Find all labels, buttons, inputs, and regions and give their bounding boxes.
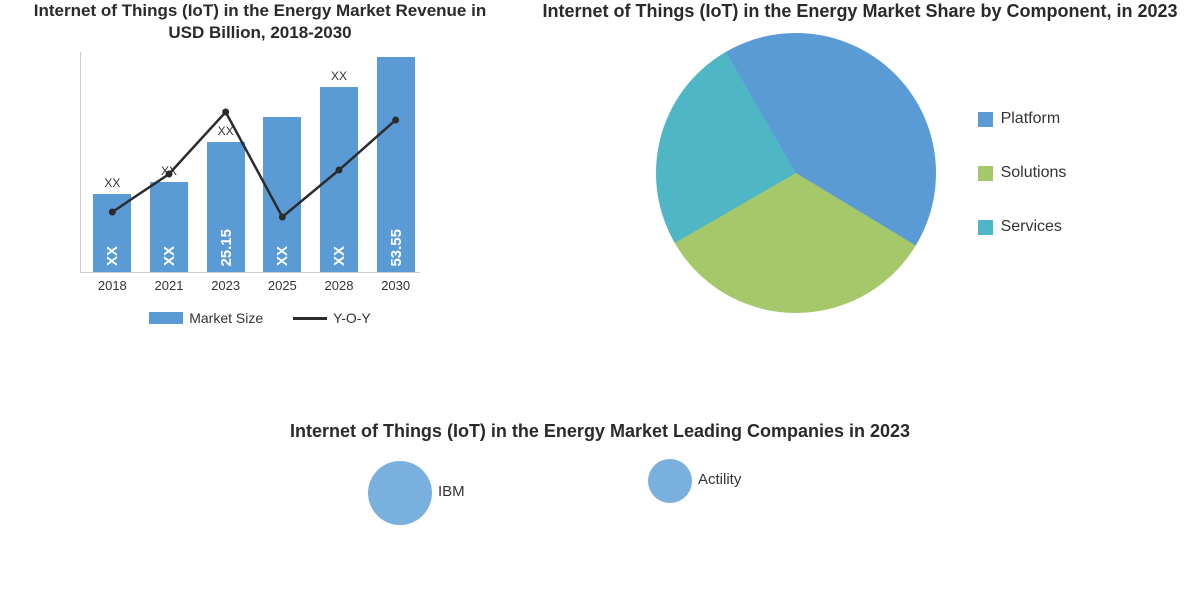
x-tick-2018: 2018 [92,278,132,293]
bar-2023: 25.15XX [207,142,245,272]
bar-chart-legend: Market Size Y-O-Y [20,310,500,326]
pie-chart-title: Internet of Things (IoT) in the Energy M… [520,0,1200,23]
pie-legend-item-solutions: Solutions [978,164,1067,182]
bar-chart-panel: Internet of Things (IoT) in the Energy M… [0,0,520,400]
x-tick-2025: 2025 [262,278,302,293]
x-tick-2021: 2021 [149,278,189,293]
pie-legend-swatch [978,166,993,181]
pie-legend-label: Solutions [1001,164,1067,182]
bar-top-label: XX [207,124,245,138]
pie-chart [654,31,938,315]
bubble-label-ibm: IBM [438,483,465,500]
bar-2028: XXXX [320,87,358,272]
bar-value-label: 53.55 [388,229,405,267]
bubble-chart-title: Internet of Things (IoT) in the Energy M… [220,420,980,443]
bar-2021: XXXX [150,182,188,272]
y-axis [80,52,81,272]
bar-value-label: 25.15 [218,229,235,267]
pie-legend-item-services: Services [978,218,1067,236]
bar-2025: XX [263,117,301,272]
bubble-chart-panel: Internet of Things (IoT) in the Energy M… [0,420,1200,543]
bar-chart-area: XXXX2018XXXX202125.15XX2023XX2025XXXX202… [80,52,440,292]
pie-legend-swatch [978,112,993,127]
bar-top-label: XX [93,176,131,190]
bar-top-label: XX [150,164,188,178]
pie-legend: Platform Solutions Services [978,110,1067,236]
pie-chart-panel: Internet of Things (IoT) in the Energy M… [520,0,1200,400]
bar-value-label: XX [274,246,291,266]
pie-legend-label: Services [1001,218,1062,236]
legend-swatch-line [293,317,327,320]
x-tick-2023: 2023 [206,278,246,293]
bar-top-label: XX [320,69,358,83]
pie-legend-item-platform: Platform [978,110,1067,128]
x-tick-2030: 2030 [376,278,416,293]
legend-label-yoy: Y-O-Y [333,310,371,326]
bubble-actility [648,459,692,503]
bar-2018: XXXX [93,194,131,272]
x-tick-2028: 2028 [319,278,359,293]
legend-label-market-size: Market Size [189,310,263,326]
bar-value-label: XX [161,246,178,266]
pie-legend-label: Platform [1001,110,1061,128]
bubble-ibm [368,461,432,525]
legend-swatch-bar [149,312,183,324]
pie-legend-swatch [978,220,993,235]
bar-chart-title: Internet of Things (IoT) in the Energy M… [20,0,500,44]
bubble-area: IBM Actility [150,463,1050,543]
bar-value-label: XX [104,246,121,266]
legend-yoy: Y-O-Y [293,310,371,326]
bar-value-label: XX [331,246,348,266]
legend-market-size: Market Size [149,310,263,326]
bar-2030: 53.55 [377,57,415,272]
x-axis [80,272,420,273]
bubble-label-actility: Actility [698,471,741,488]
